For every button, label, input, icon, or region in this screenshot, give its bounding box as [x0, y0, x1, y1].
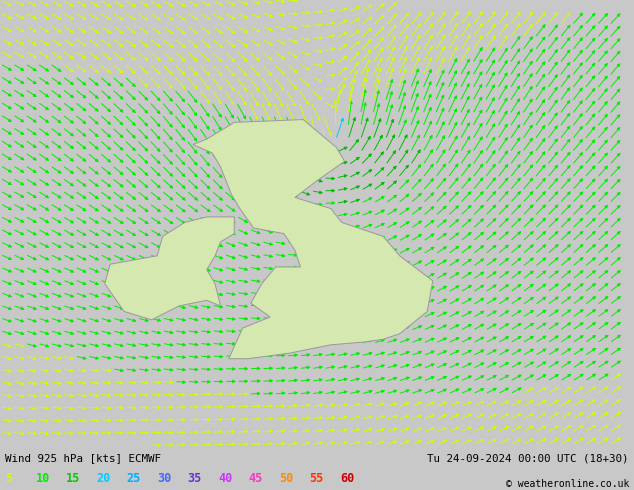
Text: 45: 45	[249, 471, 262, 485]
Text: Wind 925 hPa [kts] ECMWF: Wind 925 hPa [kts] ECMWF	[5, 453, 161, 463]
Text: 35: 35	[188, 471, 202, 485]
Text: 5: 5	[5, 471, 12, 485]
Polygon shape	[105, 217, 235, 320]
Text: 55: 55	[309, 471, 323, 485]
Text: 30: 30	[157, 471, 171, 485]
Text: © weatheronline.co.uk: © weatheronline.co.uk	[505, 479, 629, 489]
Text: 15: 15	[66, 471, 80, 485]
Text: 60: 60	[340, 471, 354, 485]
Text: 10: 10	[36, 471, 49, 485]
Text: Tu 24-09-2024 00:00 UTC (18+30): Tu 24-09-2024 00:00 UTC (18+30)	[427, 453, 629, 463]
Text: 50: 50	[279, 471, 293, 485]
Text: 20: 20	[96, 471, 110, 485]
Polygon shape	[193, 120, 433, 359]
Text: 25: 25	[127, 471, 141, 485]
Text: 40: 40	[218, 471, 232, 485]
